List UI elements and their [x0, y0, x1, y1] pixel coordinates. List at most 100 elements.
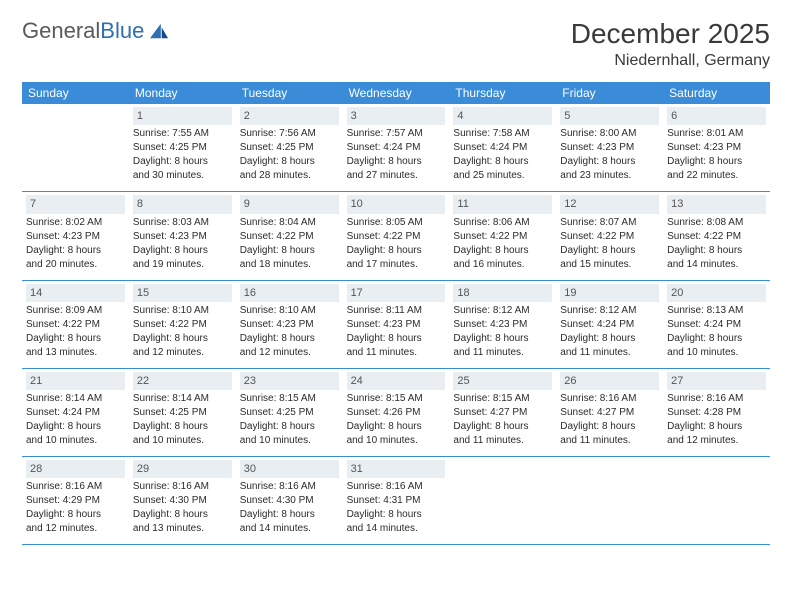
day-number: 31 [347, 460, 446, 478]
daylight-text: and 11 minutes. [560, 346, 659, 359]
sunrise-text: Sunrise: 8:15 AM [240, 392, 339, 405]
day-number: 16 [240, 284, 339, 302]
calendar-cell: 13Sunrise: 8:08 AMSunset: 4:22 PMDayligh… [663, 192, 770, 273]
calendar-cell: 27Sunrise: 8:16 AMSunset: 4:28 PMDayligh… [663, 369, 770, 450]
daylight-text: and 11 minutes. [453, 346, 552, 359]
sunset-text: Sunset: 4:24 PM [667, 318, 766, 331]
day-number: 12 [560, 195, 659, 213]
sunset-text: Sunset: 4:29 PM [26, 494, 125, 507]
sunrise-text: Sunrise: 8:07 AM [560, 216, 659, 229]
daylight-text: and 11 minutes. [347, 346, 446, 359]
daylight-text: Daylight: 8 hours [667, 332, 766, 345]
day-headers-row: SundayMondayTuesdayWednesdayThursdayFrid… [22, 82, 770, 104]
calendar-cell: 3Sunrise: 7:57 AMSunset: 4:24 PMDaylight… [343, 104, 450, 185]
sunrise-text: Sunrise: 8:11 AM [347, 304, 446, 317]
calendar-cell [556, 457, 663, 538]
header: GeneralBlue December 2025 Niedernhall, G… [22, 18, 770, 70]
daylight-text: Daylight: 8 hours [667, 155, 766, 168]
sunrise-text: Sunrise: 8:00 AM [560, 127, 659, 140]
sunrise-text: Sunrise: 8:10 AM [133, 304, 232, 317]
day-header-saturday: Saturday [663, 82, 770, 104]
daylight-text: and 13 minutes. [26, 346, 125, 359]
sunrise-text: Sunrise: 8:04 AM [240, 216, 339, 229]
sunset-text: Sunset: 4:26 PM [347, 406, 446, 419]
calendar-cell: 26Sunrise: 8:16 AMSunset: 4:27 PMDayligh… [556, 369, 663, 450]
day-number: 8 [133, 195, 232, 213]
sunrise-text: Sunrise: 8:05 AM [347, 216, 446, 229]
sunset-text: Sunset: 4:30 PM [133, 494, 232, 507]
sunset-text: Sunset: 4:27 PM [560, 406, 659, 419]
daylight-text: and 10 minutes. [133, 434, 232, 447]
day-number: 17 [347, 284, 446, 302]
sunset-text: Sunset: 4:23 PM [26, 230, 125, 243]
day-number: 9 [240, 195, 339, 213]
daylight-text: Daylight: 8 hours [26, 332, 125, 345]
sunrise-text: Sunrise: 8:08 AM [667, 216, 766, 229]
sunset-text: Sunset: 4:23 PM [240, 318, 339, 331]
sunset-text: Sunset: 4:23 PM [667, 141, 766, 154]
sunrise-text: Sunrise: 8:16 AM [667, 392, 766, 405]
calendar-cell: 14Sunrise: 8:09 AMSunset: 4:22 PMDayligh… [22, 281, 129, 362]
sunset-text: Sunset: 4:22 PM [26, 318, 125, 331]
day-number: 28 [26, 460, 125, 478]
daylight-text: and 11 minutes. [560, 434, 659, 447]
sunset-text: Sunset: 4:22 PM [667, 230, 766, 243]
sunset-text: Sunset: 4:25 PM [240, 141, 339, 154]
sunset-text: Sunset: 4:28 PM [667, 406, 766, 419]
calendar-cell: 10Sunrise: 8:05 AMSunset: 4:22 PMDayligh… [343, 192, 450, 273]
day-number: 1 [133, 107, 232, 125]
calendar-cell: 22Sunrise: 8:14 AMSunset: 4:25 PMDayligh… [129, 369, 236, 450]
calendar-cell: 11Sunrise: 8:06 AMSunset: 4:22 PMDayligh… [449, 192, 556, 273]
daylight-text: Daylight: 8 hours [453, 155, 552, 168]
daylight-text: Daylight: 8 hours [347, 155, 446, 168]
calendar-cell: 12Sunrise: 8:07 AMSunset: 4:22 PMDayligh… [556, 192, 663, 273]
sunrise-text: Sunrise: 8:16 AM [26, 480, 125, 493]
sunrise-text: Sunrise: 8:10 AM [240, 304, 339, 317]
calendar-cell: 2Sunrise: 7:56 AMSunset: 4:25 PMDaylight… [236, 104, 343, 185]
sunrise-text: Sunrise: 8:09 AM [26, 304, 125, 317]
daylight-text: and 13 minutes. [133, 522, 232, 535]
brand-text: GeneralBlue [22, 18, 144, 44]
daylight-text: Daylight: 8 hours [240, 332, 339, 345]
week-row: 21Sunrise: 8:14 AMSunset: 4:24 PMDayligh… [22, 369, 770, 457]
location-label: Niedernhall, Germany [571, 52, 770, 70]
sunset-text: Sunset: 4:22 PM [240, 230, 339, 243]
sunrise-text: Sunrise: 8:15 AM [453, 392, 552, 405]
sunrise-text: Sunrise: 8:15 AM [347, 392, 446, 405]
sail-icon [148, 22, 170, 40]
sunrise-text: Sunrise: 8:13 AM [667, 304, 766, 317]
sunrise-text: Sunrise: 7:57 AM [347, 127, 446, 140]
sunset-text: Sunset: 4:24 PM [347, 141, 446, 154]
daylight-text: and 23 minutes. [560, 169, 659, 182]
sunrise-text: Sunrise: 8:14 AM [133, 392, 232, 405]
sunrise-text: Sunrise: 8:16 AM [133, 480, 232, 493]
sunset-text: Sunset: 4:23 PM [347, 318, 446, 331]
sunset-text: Sunset: 4:31 PM [347, 494, 446, 507]
day-number: 29 [133, 460, 232, 478]
sunset-text: Sunset: 4:24 PM [26, 406, 125, 419]
daylight-text: and 27 minutes. [347, 169, 446, 182]
calendar-cell: 17Sunrise: 8:11 AMSunset: 4:23 PMDayligh… [343, 281, 450, 362]
daylight-text: and 22 minutes. [667, 169, 766, 182]
sunrise-text: Sunrise: 8:16 AM [347, 480, 446, 493]
daylight-text: Daylight: 8 hours [133, 244, 232, 257]
calendar: SundayMondayTuesdayWednesdayThursdayFrid… [22, 82, 770, 545]
day-number: 25 [453, 372, 552, 390]
day-header-thursday: Thursday [449, 82, 556, 104]
daylight-text: Daylight: 8 hours [133, 332, 232, 345]
daylight-text: and 15 minutes. [560, 258, 659, 271]
day-number: 22 [133, 372, 232, 390]
daylight-text: and 10 minutes. [26, 434, 125, 447]
sunset-text: Sunset: 4:23 PM [560, 141, 659, 154]
day-number: 19 [560, 284, 659, 302]
calendar-cell: 6Sunrise: 8:01 AMSunset: 4:23 PMDaylight… [663, 104, 770, 185]
daylight-text: Daylight: 8 hours [240, 155, 339, 168]
day-number: 13 [667, 195, 766, 213]
day-header-monday: Monday [129, 82, 236, 104]
daylight-text: and 16 minutes. [453, 258, 552, 271]
brand-logo: GeneralBlue [22, 18, 170, 44]
calendar-cell: 29Sunrise: 8:16 AMSunset: 4:30 PMDayligh… [129, 457, 236, 538]
sunrise-text: Sunrise: 8:16 AM [240, 480, 339, 493]
calendar-cell: 31Sunrise: 8:16 AMSunset: 4:31 PMDayligh… [343, 457, 450, 538]
sunrise-text: Sunrise: 7:58 AM [453, 127, 552, 140]
